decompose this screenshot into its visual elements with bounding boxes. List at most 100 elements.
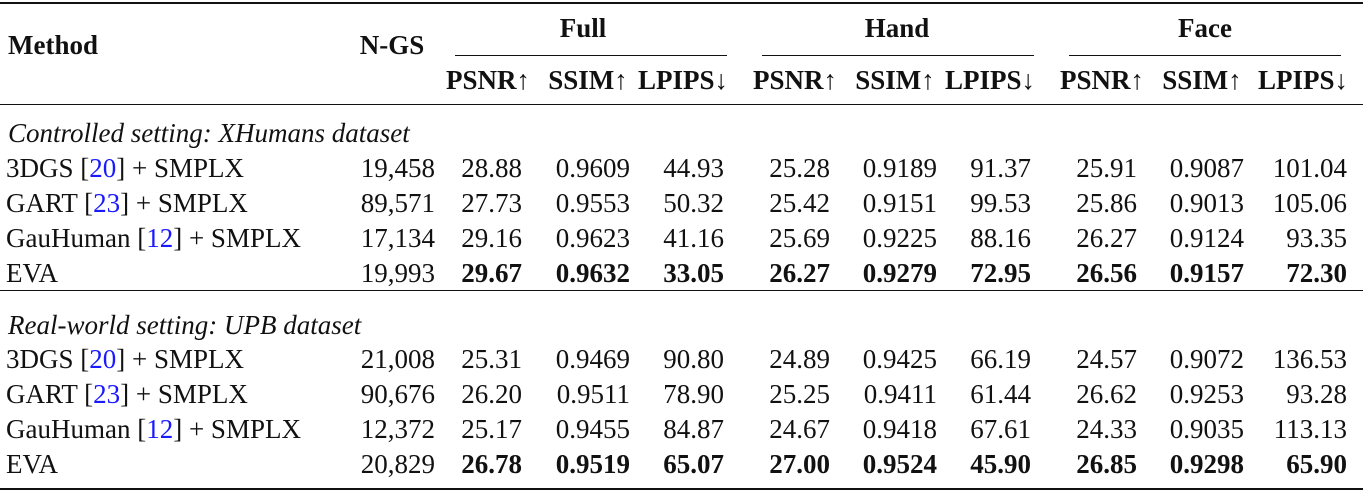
method-name: ] + SMPLX: [116, 344, 245, 374]
value-cell: 26.85: [1076, 449, 1137, 479]
value-cell: 0.9157: [1169, 257, 1244, 288]
bottom-rule: [0, 488, 1363, 490]
value-cell: 65.90: [1286, 449, 1347, 479]
method-name: GART [: [6, 187, 94, 218]
value-cell: 0.9124: [1169, 222, 1244, 253]
value-cell: 24.33: [1076, 414, 1137, 444]
value-cell: 90.80: [663, 344, 724, 374]
citation[interactable]: 12: [146, 414, 174, 444]
value-cell: 0.9072: [1169, 344, 1244, 374]
value-cell: 65.07: [663, 449, 724, 479]
ngs-cell: 17,134: [360, 222, 435, 253]
value-cell: 25.25: [769, 379, 830, 409]
value-cell: 0.9455: [555, 414, 630, 444]
value-cell: 72.30: [1286, 257, 1347, 288]
value-cell: 99.53: [970, 187, 1031, 218]
metric-header: LPIPS↓: [944, 65, 1036, 95]
value-cell: 0.9632: [555, 257, 630, 288]
value-cell: 25.91: [1076, 152, 1137, 183]
value-cell: 26.78: [461, 449, 522, 479]
value-cell: 26.56: [1076, 257, 1137, 288]
value-cell: 105.06: [1272, 187, 1347, 218]
method-name: GART [: [6, 379, 94, 409]
value-cell: 25.31: [461, 344, 522, 374]
metric-header: SSIM↑: [1162, 65, 1242, 95]
method-name: EVA: [6, 257, 59, 288]
group-rule: [455, 55, 727, 56]
value-cell: 88.16: [970, 222, 1031, 253]
method-name: ] + SMPLX: [173, 414, 301, 444]
value-cell: 25.86: [1076, 187, 1137, 218]
value-cell: 101.04: [1272, 152, 1347, 183]
citation[interactable]: 23: [93, 187, 121, 218]
ngs-cell: 21,008: [360, 344, 435, 374]
method-cell: GART [23] + SMPLX: [6, 377, 248, 411]
citation[interactable]: 20: [89, 344, 117, 374]
ngs-cell: 20,829: [360, 449, 435, 479]
method-name: GauHuman [: [6, 414, 147, 444]
citation[interactable]: 20: [89, 152, 117, 183]
value-cell: 25.17: [461, 414, 522, 444]
group-header: Hand: [864, 13, 930, 43]
value-cell: 24.67: [769, 414, 830, 444]
value-cell: 136.53: [1272, 344, 1347, 374]
value-cell: 0.9151: [862, 187, 937, 218]
value-cell: 84.87: [663, 414, 724, 444]
value-cell: 25.42: [769, 187, 830, 218]
value-cell: 0.9553: [555, 187, 630, 218]
metric-header: SSIM↑: [855, 65, 935, 95]
method-cell: 3DGS [20] + SMPLX: [6, 151, 244, 185]
group-rule: [762, 55, 1034, 56]
method-cell: EVA: [6, 447, 58, 481]
value-cell: 0.9469: [555, 344, 630, 374]
group-header: Face: [1178, 13, 1232, 43]
value-cell: 33.05: [663, 257, 724, 288]
value-cell: 27.00: [769, 449, 830, 479]
value-cell: 0.9418: [862, 414, 937, 444]
header-ngs: N-GS: [359, 30, 425, 60]
value-cell: 0.9623: [555, 222, 630, 253]
metric-header: SSIM↑: [548, 65, 628, 95]
top-rule: [0, 2, 1363, 4]
metric-header: PSNR↑: [752, 65, 838, 95]
value-cell: 0.9189: [862, 152, 937, 183]
value-cell: 0.9511: [556, 379, 630, 409]
header-rule: [0, 104, 1363, 105]
value-cell: 66.19: [970, 344, 1031, 374]
method-cell: GART [23] + SMPLX: [6, 186, 248, 220]
value-cell: 67.61: [970, 414, 1031, 444]
value-cell: 50.32: [663, 187, 724, 218]
section-title: Controlled setting: XHumans dataset: [8, 118, 410, 148]
value-cell: 113.13: [1273, 414, 1347, 444]
value-cell: 0.9013: [1169, 187, 1244, 218]
metric-header: PSNR↑: [1059, 65, 1145, 95]
citation[interactable]: 12: [146, 222, 174, 253]
method-name: GauHuman [: [6, 222, 147, 253]
value-cell: 0.9524: [862, 449, 937, 479]
method-name: ] + SMPLX: [120, 187, 248, 218]
ngs-cell: 19,458: [360, 152, 435, 183]
header-method: Method: [8, 30, 98, 60]
metric-header: LPIPS↓: [1257, 65, 1349, 95]
ngs-cell: 12,372: [360, 414, 435, 444]
citation[interactable]: 23: [93, 379, 121, 409]
value-cell: 93.28: [1286, 379, 1347, 409]
ngs-cell: 89,571: [360, 187, 435, 218]
value-cell: 0.9609: [555, 152, 630, 183]
metric-header: LPIPS↓: [637, 65, 729, 95]
value-cell: 29.16: [461, 222, 522, 253]
method-name: ] + SMPLX: [116, 152, 245, 183]
value-cell: 27.73: [461, 187, 522, 218]
value-cell: 24.89: [769, 344, 830, 374]
value-cell: 25.69: [769, 222, 830, 253]
value-cell: 0.9411: [863, 379, 937, 409]
ngs-cell: 90,676: [360, 379, 435, 409]
metric-header: PSNR↑: [445, 65, 531, 95]
value-cell: 0.9298: [1169, 449, 1244, 479]
method-name: ] + SMPLX: [120, 379, 248, 409]
value-cell: 0.9087: [1169, 152, 1244, 183]
value-cell: 72.95: [970, 257, 1031, 288]
method-cell: 3DGS [20] + SMPLX: [6, 342, 244, 376]
method-name: 3DGS [: [6, 152, 90, 183]
